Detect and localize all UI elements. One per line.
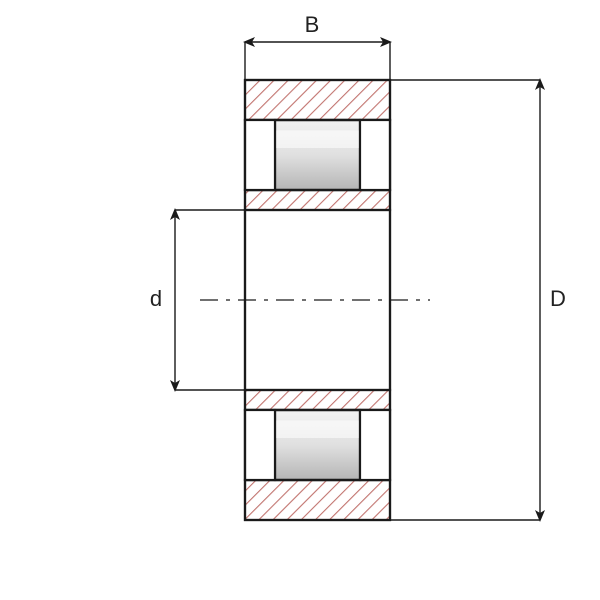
dim-label-d: d [150, 286, 162, 311]
ring-section [245, 480, 390, 520]
dim-label-D: D [550, 286, 566, 311]
ring-section [245, 80, 390, 120]
dim-label-B: B [305, 12, 320, 37]
ring-section [245, 190, 390, 210]
ring-section [245, 390, 390, 410]
